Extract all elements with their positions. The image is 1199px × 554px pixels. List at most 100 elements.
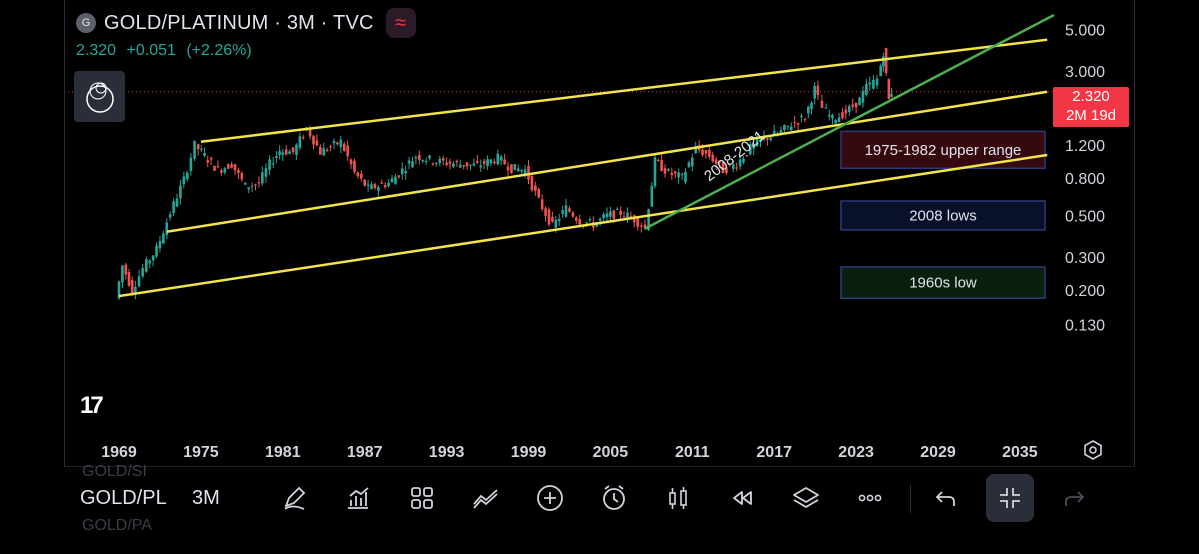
indicators-icon[interactable] — [334, 474, 382, 522]
candle-body — [226, 164, 230, 169]
price-change: +0.051 — [126, 42, 176, 59]
candle-body — [718, 160, 721, 163]
candle-body — [619, 210, 622, 215]
candle-body — [373, 184, 377, 189]
candle-body — [237, 169, 240, 173]
candle-body — [640, 225, 643, 227]
candle-body — [766, 138, 769, 140]
candle-body — [421, 160, 425, 162]
candle-body — [329, 146, 332, 148]
candle-body — [209, 157, 213, 160]
candle-body — [513, 164, 517, 171]
compare-icon[interactable] — [462, 474, 510, 522]
toolbar-symbol[interactable]: GOLD/PL — [80, 487, 167, 509]
symbol-title[interactable]: GOLD/PLATINUM · 3M · TVC — [104, 11, 374, 34]
price-change-line: 2.320 +0.051 (+2.26%) — [76, 42, 258, 60]
layers-icon[interactable] — [782, 474, 830, 522]
candle-body — [185, 172, 189, 180]
x-tick-label: 1999 — [511, 444, 547, 461]
candle-body — [537, 188, 541, 198]
candle-body — [390, 178, 394, 183]
symbol-header[interactable]: G GOLD/PLATINUM · 3M · TVC ≈ — [76, 8, 416, 38]
candle-body — [206, 160, 210, 163]
candle-body — [414, 157, 418, 159]
candle-body — [714, 159, 718, 164]
candle-body — [861, 91, 865, 103]
candle-body — [319, 146, 322, 155]
candle-body — [879, 66, 882, 76]
undo-icon[interactable] — [922, 474, 970, 522]
candle-body — [383, 185, 387, 188]
candle-body — [243, 182, 247, 185]
candle-body — [175, 198, 179, 207]
candle-body — [200, 148, 203, 150]
add-icon[interactable] — [526, 474, 574, 522]
candle-body — [557, 218, 561, 221]
wave-icon[interactable]: ≈ — [385, 8, 416, 38]
bottom-toolbar: GOLD/SI GOLD/PL 3M GOLD/PA — [64, 463, 1135, 534]
y-tick-label: 1.200 — [1065, 138, 1105, 155]
more-icon[interactable] — [846, 474, 894, 522]
candle-body — [694, 146, 698, 154]
candle-body — [834, 120, 837, 124]
x-tick-label: 2023 — [838, 444, 874, 461]
candle-body — [568, 208, 571, 212]
chart-area[interactable]: 1975-1982 upper range 2008 lows 1960s low 2… — [64, 0, 1135, 466]
collapse-icon[interactable] — [986, 474, 1034, 522]
alert-clock-icon[interactable] — [590, 474, 638, 522]
candle-body — [588, 219, 592, 221]
candle-body — [831, 114, 834, 119]
candle-body — [264, 168, 268, 177]
price-change-percent: (+2.26%) — [186, 42, 252, 59]
channel-line-middle — [166, 90, 1048, 234]
chart-left-border — [64, 0, 65, 466]
draw-icon[interactable] — [270, 474, 318, 522]
candle-body — [851, 104, 854, 107]
toolbar-timeframe[interactable]: 3M — [192, 487, 220, 509]
candles-icon[interactable] — [654, 474, 702, 522]
candle-body — [882, 56, 885, 67]
candle-body — [141, 268, 144, 277]
candle-body — [298, 136, 302, 148]
settings-icon[interactable] — [1083, 440, 1103, 466]
candle-body — [779, 129, 783, 134]
candle-body — [745, 155, 749, 157]
trend-line-label: 2008-2021 — [701, 127, 768, 185]
x-tick-label: 2011 — [675, 444, 710, 461]
symbol-ghost-above: GOLD/SI — [82, 463, 147, 480]
candle-body — [339, 139, 343, 147]
candle-body — [769, 137, 773, 140]
candle-body — [759, 139, 762, 142]
price-chart[interactable]: 1975-1982 upper range 2008 lows 1960s low 2… — [64, 0, 1135, 466]
x-tick-label: 1975 — [183, 444, 219, 461]
candle-body — [520, 169, 523, 172]
candle-body — [424, 160, 428, 162]
candle-body — [803, 119, 807, 121]
candle-body — [394, 176, 397, 185]
candle-body — [158, 241, 162, 249]
redo-icon[interactable] — [1050, 474, 1098, 522]
candle-body — [312, 135, 315, 145]
candle-body — [752, 143, 756, 149]
candle-body — [667, 168, 670, 171]
candle-body — [411, 161, 414, 168]
replay-icon[interactable] — [718, 474, 766, 522]
candle-body — [701, 149, 704, 156]
candle-body — [168, 214, 172, 218]
x-tick-label: 2005 — [593, 444, 629, 461]
candle-body — [445, 162, 448, 165]
candle-body — [800, 115, 803, 118]
candle-body — [738, 159, 742, 167]
candle-body — [268, 159, 271, 170]
candle-body — [796, 123, 800, 125]
candle-body — [182, 176, 186, 185]
x-tick-label: 2035 — [1002, 444, 1038, 461]
candle-body — [721, 162, 725, 174]
candle-body — [134, 286, 137, 293]
candle-body — [772, 131, 776, 137]
candle-body — [561, 210, 564, 214]
candle-body — [813, 86, 816, 99]
layout-grid-icon[interactable] — [398, 474, 446, 522]
chart-right-border — [1134, 0, 1135, 466]
candle-body — [284, 149, 288, 155]
